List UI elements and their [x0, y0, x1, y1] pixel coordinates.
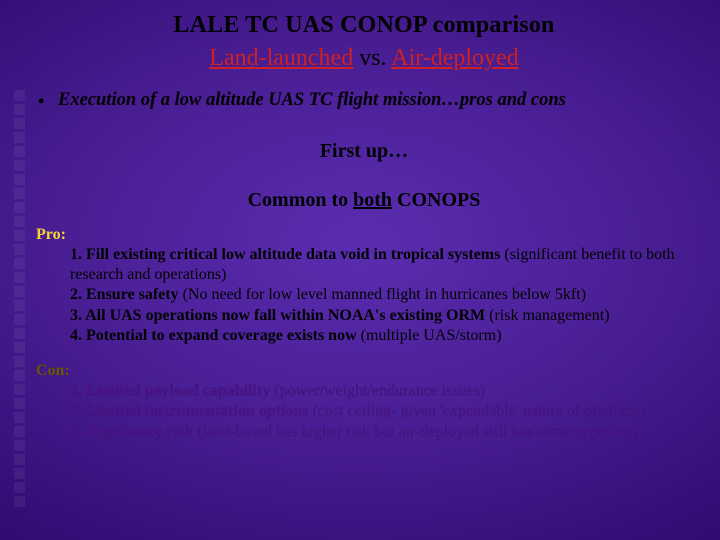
con-item-bold: 1. Limited payload capability — [70, 382, 274, 399]
deco-square — [14, 482, 25, 493]
pro-item-bold: 4. Potential to expand coverage exists n… — [70, 327, 361, 344]
pro-list: 1. Fill existing critical low altitude d… — [70, 245, 692, 346]
slide-subtitle: Land-launched vs. Air-deployed — [36, 45, 692, 72]
pro-item-bold: 1. Fill existing critical low altitude d… — [70, 246, 504, 263]
subtitle-air: Air-deployed — [391, 45, 518, 71]
deco-square — [14, 468, 25, 479]
pro-item: 1. Fill existing critical low altitude d… — [70, 245, 692, 284]
con-section: Con: 1. Limited payload capability (powe… — [36, 362, 692, 442]
deco-square — [14, 496, 25, 507]
con-label: Con: — [36, 362, 692, 380]
con-item-bold: 3. Regulatory risk — [70, 423, 197, 440]
con-item-bold: 2. Limited instrumentation options — [70, 402, 312, 419]
execution-text: Execution of a low altitude UAS TC fligh… — [58, 90, 566, 111]
common-heading: Common to both CONOPS — [36, 189, 692, 212]
con-item-paren: (land-based has higher risk but air-depl… — [197, 423, 637, 440]
pro-item: 2. Ensure safety (No need for low level … — [70, 285, 692, 305]
pro-item: 3. All UAS operations now fall within NO… — [70, 306, 692, 326]
pro-item-bold: 3. All UAS operations now fall within NO… — [70, 307, 489, 324]
slide-title: LALE TC UAS CONOP comparison — [36, 12, 692, 39]
common-underline: both — [353, 189, 392, 211]
con-item-paren: (cost ceiling- given 'expendable' nature… — [312, 402, 644, 419]
common-pre: Common to — [248, 189, 354, 211]
con-list: 1. Limited payload capability (power/wei… — [70, 381, 692, 442]
pro-item-paren: (No need for low level manned flight in … — [183, 286, 586, 303]
pro-item: 4. Potential to expand coverage exists n… — [70, 326, 692, 346]
subtitle-vs: vs. — [353, 45, 391, 71]
bullet-icon: • — [36, 90, 58, 112]
execution-bullet: • Execution of a low altitude UAS TC fli… — [36, 90, 692, 112]
pro-item-bold: 2. Ensure safety — [70, 286, 183, 303]
pro-item-paren: (risk management) — [489, 307, 609, 324]
pro-section: Pro: 1. Fill existing critical low altit… — [36, 226, 692, 346]
con-item-paren: (power/weight/endurance issues) — [274, 382, 485, 399]
subtitle-land: Land-launched — [209, 45, 353, 71]
deco-square — [14, 454, 25, 465]
pro-item-paren: (multiple UAS/storm) — [361, 327, 502, 344]
con-item: 2. Limited instrumentation options (cost… — [70, 401, 692, 421]
con-item: 3. Regulatory risk (land-based has highe… — [70, 422, 692, 442]
pro-label: Pro: — [36, 226, 692, 244]
slide: LALE TC UAS CONOP comparison Land-launch… — [0, 0, 720, 451]
common-post: CONOPS — [392, 189, 480, 211]
first-up-heading: First up… — [36, 140, 692, 163]
con-item: 1. Limited payload capability (power/wei… — [70, 381, 692, 401]
